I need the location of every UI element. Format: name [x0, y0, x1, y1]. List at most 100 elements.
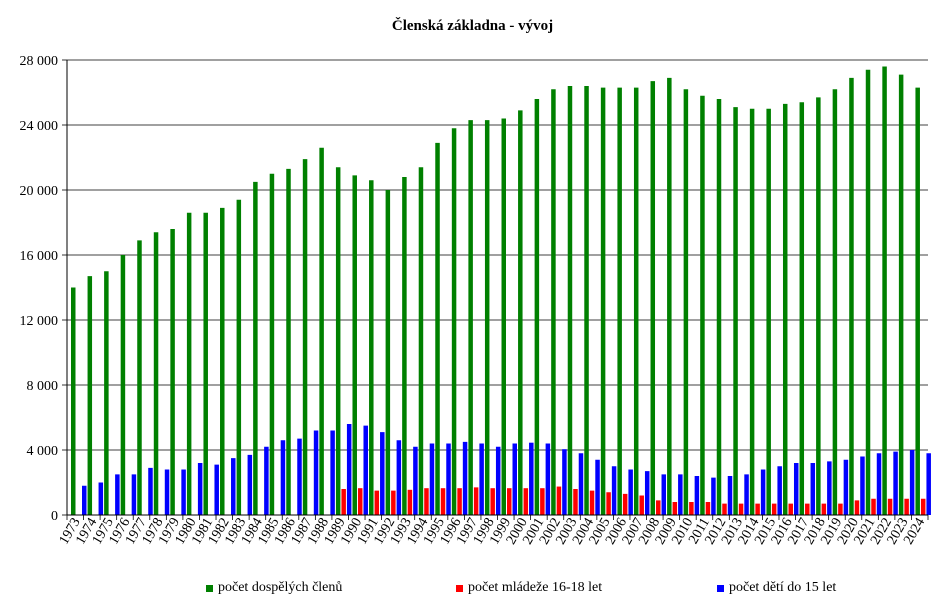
bar-children — [396, 440, 402, 515]
bar-adults — [335, 167, 341, 515]
bar-adults — [104, 271, 109, 515]
bar-adults — [203, 212, 208, 515]
bar-youth — [457, 488, 462, 515]
bar-adults — [600, 87, 606, 515]
bar-children — [313, 430, 319, 515]
bar-youth — [523, 488, 529, 515]
bar-children — [148, 467, 153, 515]
bar-children — [413, 446, 418, 515]
bar-children — [297, 438, 302, 515]
bar-children — [346, 424, 352, 515]
bar-adults — [352, 175, 357, 515]
bar-children — [131, 474, 137, 515]
bar-youth — [887, 498, 893, 515]
bar-youth — [755, 503, 760, 515]
bar-youth — [357, 488, 363, 515]
bar-adults — [153, 232, 159, 515]
bar-youth — [672, 502, 678, 515]
bar-adults — [749, 108, 755, 515]
bar-children — [628, 469, 633, 515]
legend-label-children: počet dětí do 15 let — [729, 580, 837, 595]
bar-children — [197, 463, 203, 515]
bar-children — [926, 453, 931, 515]
bar-children — [876, 453, 882, 515]
bar-children — [678, 474, 683, 515]
bar-adults — [418, 167, 424, 515]
bar-children — [843, 459, 849, 515]
bar-children — [545, 443, 551, 515]
bar-youth — [374, 490, 380, 515]
bar-children — [363, 425, 368, 515]
bar-children — [115, 474, 120, 515]
bar-children — [181, 469, 186, 515]
bar-children — [827, 461, 832, 515]
bar-adults — [915, 87, 920, 515]
bar-children — [495, 446, 501, 515]
bar-adults — [137, 240, 142, 515]
legend-swatch-youth — [456, 584, 463, 592]
bar-adults — [584, 86, 589, 515]
bar-youth — [540, 488, 545, 515]
bar-adults — [253, 181, 258, 515]
bar-adults — [451, 128, 457, 515]
bar-children — [909, 450, 915, 515]
bar-adults — [849, 77, 854, 515]
bar-adults — [369, 180, 374, 515]
bar-children — [214, 464, 219, 515]
bar-children — [810, 463, 816, 515]
bar-children — [164, 469, 170, 515]
bar-adults — [236, 199, 242, 515]
bar-adults — [302, 159, 308, 515]
bar-youth — [391, 490, 396, 515]
bar-children — [578, 453, 584, 515]
bar-youth — [788, 503, 793, 515]
chart-title: Členská základna - vývoj — [391, 18, 554, 34]
bar-children — [777, 466, 782, 515]
bar-youth — [622, 493, 628, 515]
y-tick-label: 4 000 — [27, 444, 59, 459]
bar-youth — [689, 502, 694, 515]
bar-adults — [435, 142, 440, 515]
gridlines — [62, 59, 928, 516]
axes — [66, 60, 929, 520]
bar-adults — [683, 89, 689, 515]
bar-children — [727, 476, 733, 515]
legend-swatch-children — [717, 584, 724, 592]
bar-adults — [766, 108, 771, 515]
y-tick-label: 24 000 — [20, 119, 59, 134]
bar-adults — [832, 89, 838, 515]
bar-youth — [838, 503, 843, 515]
bar-adults — [402, 177, 407, 515]
bar-adults — [71, 287, 76, 515]
bar-adults — [865, 69, 871, 515]
y-tick-label: 0 — [51, 509, 58, 524]
bar-adults — [733, 107, 738, 515]
bar-adults — [633, 87, 639, 515]
bar-adults — [87, 276, 93, 515]
bar-adults — [186, 212, 192, 515]
bar-youth — [920, 498, 926, 515]
bar-youth — [573, 489, 578, 515]
bar-youth — [705, 502, 711, 515]
bar-children — [744, 474, 749, 515]
legend-label-adults: počet dospělých členů — [218, 580, 343, 595]
bar-youth — [440, 488, 446, 515]
bar-children — [462, 441, 468, 515]
bar-children — [644, 471, 650, 515]
bar-youth — [722, 503, 727, 515]
y-tick-label: 20 000 — [20, 184, 59, 199]
bar-children — [479, 443, 484, 515]
bar-youth — [656, 500, 661, 515]
bar-youth — [805, 503, 810, 515]
bar-children — [529, 442, 534, 515]
legend-label-youth: počet mládeže 16-18 let — [468, 580, 603, 595]
bar-youth — [589, 490, 595, 515]
bar-youth — [904, 498, 909, 515]
y-tick-label: 8 000 — [27, 379, 59, 394]
bar-adults — [898, 74, 904, 515]
bar-children — [231, 458, 236, 515]
bar-adults — [567, 86, 573, 515]
legend-item-children: počet dětí do 15 let — [717, 580, 836, 596]
bar-youth — [639, 495, 644, 515]
